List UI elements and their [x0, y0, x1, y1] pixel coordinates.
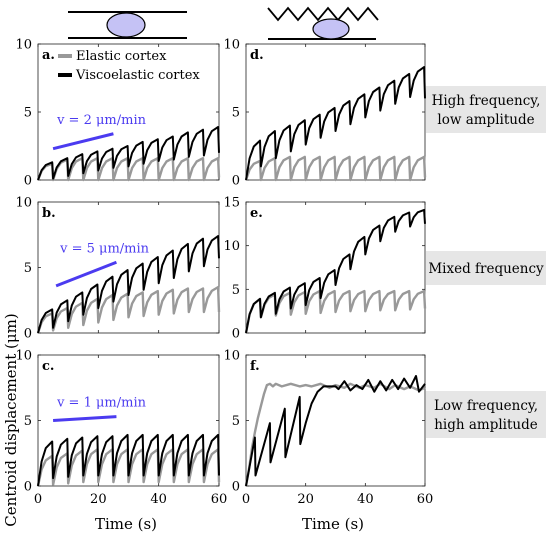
velocity-label: v = 1 μm/min: [56, 396, 147, 411]
chart-panel-f: 0 20 40 60 0 5 10 f.: [223, 349, 433, 508]
series-line-viscoelastic: [245, 66, 426, 181]
y-tick-label: 0: [232, 174, 240, 189]
velocity-line: [52, 132, 114, 151]
cell-icon: [312, 18, 350, 40]
series-line-viscoelastic: [245, 375, 426, 487]
y-tick-label: 10: [223, 38, 240, 53]
chart-panel-c: 0 20 40 60 0 5 10 c. v = 1 μm/min: [15, 349, 227, 508]
series-line-elastic: [244, 289, 427, 334]
y-tick-label: 0: [24, 327, 32, 342]
x-tick-label: 40: [150, 492, 167, 507]
chart-panel-b: 0 5 10 b. v = 5 μm/min: [15, 196, 221, 342]
chart-panel-a: 0 5 10 a. v = 2 μm/min Elastic cortex Viscoela…: [15, 38, 221, 189]
cell-icon: [106, 12, 146, 38]
series-line-viscoelastic: [37, 433, 220, 487]
y-tick-label: 5: [232, 283, 240, 298]
x-tick-label: 60: [417, 492, 434, 507]
y-tick-label: 0: [232, 480, 240, 495]
panel-label: a.: [42, 48, 55, 63]
y-tick-label: 10: [15, 196, 32, 211]
y-tick-label: 5: [232, 106, 240, 121]
panel-label: b.: [42, 206, 56, 221]
x-tick-label: 0: [34, 492, 42, 507]
velocity-label: v = 5 μm/min: [59, 241, 150, 256]
panel-label: c.: [42, 359, 54, 374]
velocity-line: [55, 260, 117, 288]
series-line-elastic: [36, 285, 221, 334]
row-label-line: low amplitude: [437, 112, 534, 128]
y-tick-label: 10: [15, 38, 32, 53]
velocity-line: [52, 415, 117, 422]
legend: Elastic cortex Viscoelastic cortex: [58, 49, 200, 83]
x-tick-label: 20: [90, 492, 107, 507]
velocity-label: v = 2 μm/min: [56, 113, 147, 128]
panel-label: d.: [250, 48, 264, 63]
chart-panel-d: 0 5 10 d.: [223, 38, 427, 189]
panel-label: f.: [250, 359, 260, 374]
row-label-background: [426, 391, 546, 438]
row-label: High frequency, low amplitude: [426, 86, 546, 133]
legend-label-viscoelastic: Viscoelastic cortex: [75, 68, 200, 83]
legend-label-elastic: Elastic cortex: [76, 49, 167, 64]
x-tick-label: 0: [242, 492, 250, 507]
x-tick-label: 40: [357, 492, 374, 507]
row-label-line: High frequency,: [432, 93, 541, 109]
row-label-background: [426, 251, 546, 285]
y-tick-label: 0: [24, 174, 32, 189]
row-label-background: [426, 86, 546, 133]
y-tick-label: 10: [223, 349, 240, 364]
x-tick-label: 60: [211, 492, 228, 507]
series-line-elastic: [244, 382, 426, 487]
y-tick-label: 15: [223, 196, 240, 211]
row-label: Low frequency, high amplitude: [426, 391, 546, 438]
y-axis-label: Centroid displacement (μm): [2, 313, 20, 526]
y-tick-label: 5: [24, 414, 32, 429]
chart-panel-e: 0 5 10 15 e.: [223, 196, 427, 342]
row-label-line: high amplitude: [434, 417, 538, 433]
series-line-viscoelastic: [245, 208, 426, 334]
x-axis-label-left: Time (s): [95, 515, 157, 533]
series-line-viscoelastic: [37, 235, 220, 334]
series-line-elastic: [244, 155, 427, 182]
x-tick-label: 20: [297, 492, 314, 507]
panel-label: e.: [250, 206, 263, 221]
y-tick-label: 10: [15, 349, 32, 364]
schematic-corrugated-channel: [267, 6, 379, 40]
series-line-elastic: [36, 448, 221, 487]
y-tick-label: 5: [24, 106, 32, 121]
x-axis-label-right: Time (s): [302, 515, 364, 533]
y-tick-label: 5: [232, 414, 240, 429]
series-line-elastic: [36, 157, 221, 182]
row-label: Mixed frequency: [426, 251, 546, 285]
row-label-line: Mixed frequency: [428, 261, 544, 277]
schematic-flat-channel: [68, 11, 187, 39]
y-tick-label: 5: [24, 261, 32, 276]
row-label-line: Low frequency,: [434, 398, 538, 414]
y-tick-label: 0: [232, 327, 240, 342]
series-line-viscoelastic: [37, 126, 220, 181]
y-tick-label: 10: [223, 239, 240, 254]
axes-box: [245, 354, 426, 487]
y-tick-label: 0: [24, 480, 32, 495]
